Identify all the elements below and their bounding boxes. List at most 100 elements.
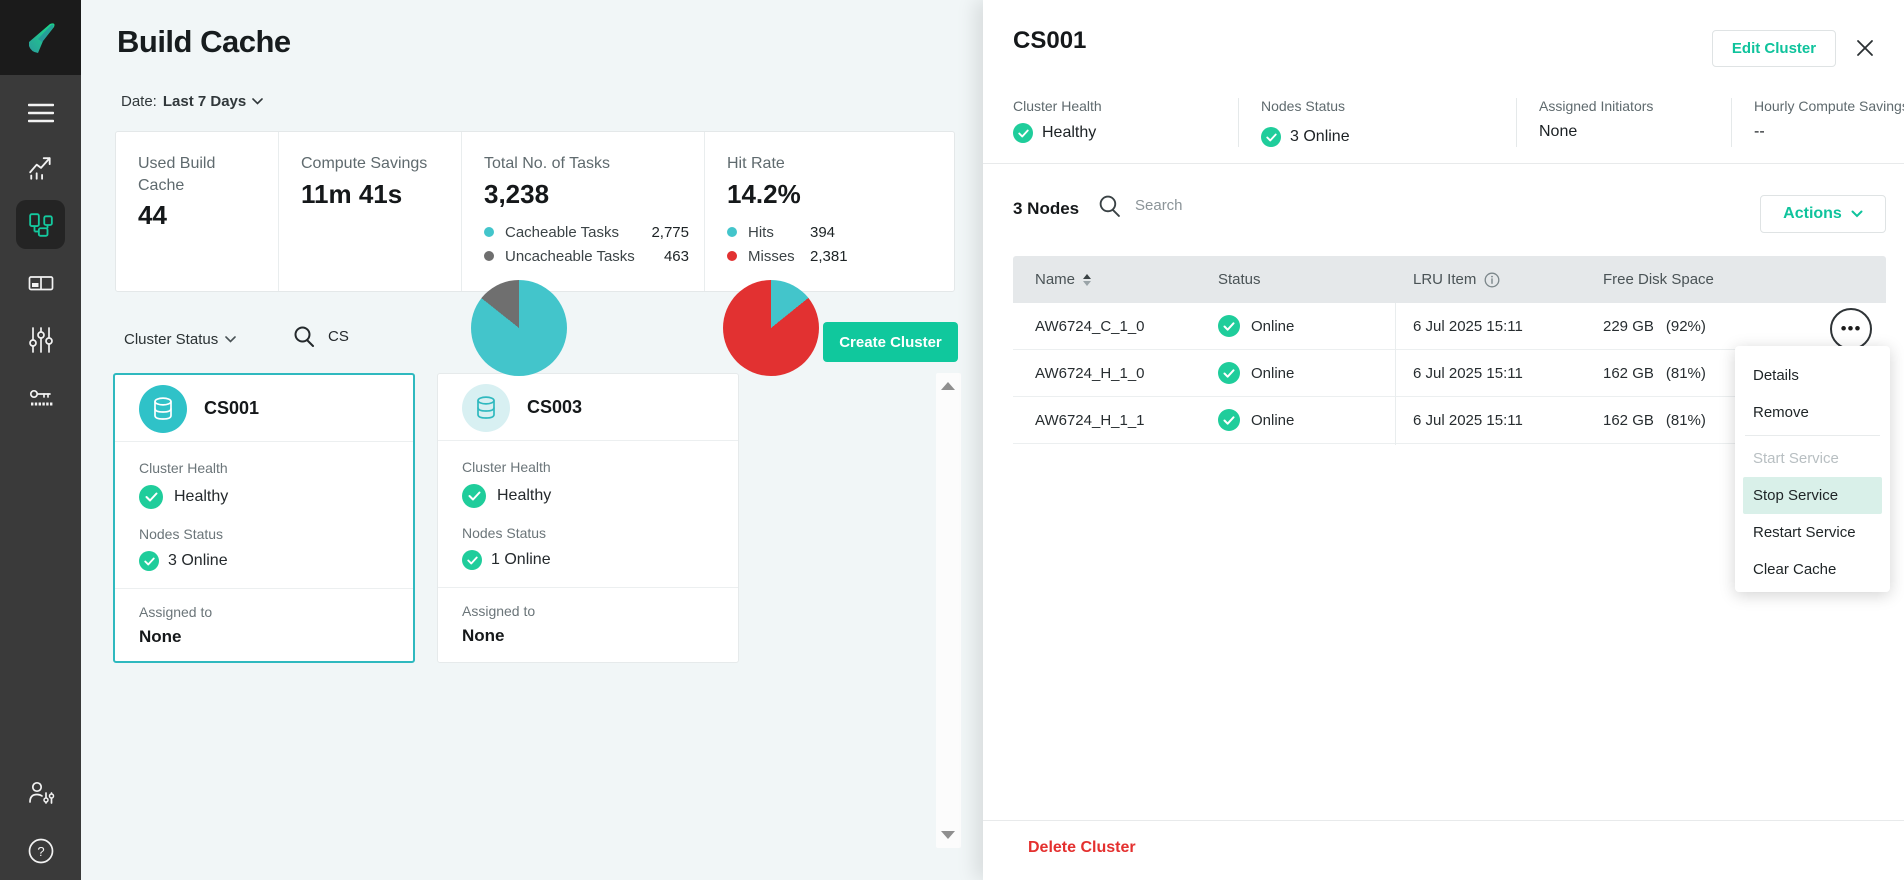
stat-total-tasks: Total No. of Tasks 3,238 Cacheable Tasks… [461, 132, 704, 291]
nodes-text: 1 Online [491, 551, 551, 568]
stat-hit-rate: Hit Rate 14.2% Hits 394 Misses 2,381 [704, 132, 954, 291]
sidebar-item-help[interactable]: ? [16, 826, 65, 875]
disk-percent: (92%) [1665, 317, 1706, 335]
menu-item-remove[interactable]: Remove [1753, 404, 1809, 421]
row-actions-button[interactable]: ••• [1830, 308, 1872, 350]
actions-button[interactable]: Actions [1760, 195, 1886, 233]
legend-name: Hits [748, 223, 774, 241]
sidebar-item-analytics[interactable] [16, 144, 65, 193]
table-row: AW6724_C_1_0 Online 6 Jul 2025 15:11 229… [1013, 303, 1886, 350]
date-filter[interactable]: Date: Last 7 Days [121, 93, 264, 110]
column-header-status: Status [1218, 271, 1413, 288]
menu-item-stop-service[interactable]: Stop Service [1743, 477, 1882, 514]
sidebar-item-keys[interactable] [16, 373, 65, 422]
disk-value: 162 GB [1603, 411, 1654, 429]
legend-value: 394 [810, 223, 836, 241]
cluster-health-label: Cluster Health [139, 460, 228, 476]
svg-text:?: ? [37, 844, 44, 859]
column-header-lru-item: LRU Item [1413, 271, 1603, 288]
disk-percent: (81%) [1665, 411, 1706, 429]
cluster-health-value: Healthy [462, 484, 714, 508]
nodes-text: 3 Online [168, 552, 228, 569]
legend-item: Uncacheable Tasks 463 [484, 248, 689, 265]
page-title: Build Cache [117, 24, 291, 59]
node-lru: 6 Jul 2025 15:11 [1413, 317, 1523, 335]
stat-label: Hit Rate [727, 155, 785, 172]
cluster-status-dropdown[interactable]: Cluster Status [124, 331, 237, 348]
check-icon [462, 484, 486, 508]
info-icon[interactable] [1484, 272, 1500, 288]
sidebar-item-build-cache[interactable] [16, 200, 65, 249]
sidebar-item-user-management[interactable] [16, 768, 65, 817]
edit-cluster-button[interactable]: Edit Cluster [1712, 30, 1836, 67]
app-logo[interactable] [0, 0, 81, 75]
menu-item-clear-cache[interactable]: Clear Cache [1753, 561, 1837, 578]
column-header-free-disk-space: Free Disk Space [1603, 271, 1803, 288]
summary-value: Healthy [1042, 124, 1097, 141]
close-panel-button[interactable] [1854, 38, 1876, 60]
sidebar-item-menu[interactable] [16, 88, 65, 137]
panel-title: CS001 [1013, 27, 1087, 54]
date-filter-value: Last 7 Days [162, 93, 247, 110]
cluster-avatar [462, 383, 510, 432]
sort-icon[interactable] [1083, 273, 1092, 286]
cluster-list-scrollbar[interactable] [936, 373, 961, 848]
stat-value: 3,238 [484, 178, 550, 209]
stat-used-build-cache: Used Build Cache 44 [116, 132, 278, 291]
legend-value: 463 [663, 247, 689, 265]
cluster-name: CS001 [204, 398, 260, 418]
nodes-table-header: Name Status LRU Item Free Disk Space [1013, 256, 1886, 303]
cluster-search [293, 325, 418, 347]
delete-cluster-button[interactable]: Delete Cluster [1028, 839, 1136, 856]
assigned-to-label: Assigned to [139, 604, 213, 620]
sidebar-item-settings[interactable] [16, 315, 65, 364]
scroll-down-icon[interactable] [941, 831, 955, 839]
nodes-search-input[interactable] [1135, 197, 1285, 214]
cluster-health-value: Healthy [139, 485, 389, 509]
summary-label: Assigned Initiators [1539, 98, 1654, 114]
divider [983, 820, 1904, 821]
summary-value: None [1539, 123, 1578, 140]
column-header-name[interactable]: Name [1035, 271, 1218, 288]
stat-label: Total No. of Tasks [484, 155, 610, 172]
cluster-card-cs003[interactable]: CS003 Cluster Health Healthy Nodes Statu… [437, 373, 739, 663]
menu-item-start-service: Start Service [1753, 450, 1839, 467]
check-icon [139, 485, 163, 509]
check-icon [1218, 315, 1240, 337]
database-icon [477, 395, 495, 419]
help-icon: ? [28, 838, 53, 863]
cluster-search-input[interactable] [328, 327, 418, 345]
hitrate-legend: Hits 394 Misses 2,381 [727, 224, 872, 265]
menu-item-restart-service[interactable]: Restart Service [1753, 524, 1856, 541]
column-label: Free Disk Space [1603, 271, 1714, 288]
check-icon [1013, 123, 1033, 143]
cluster-avatar [139, 384, 187, 433]
column-label: LRU Item [1413, 271, 1477, 288]
summary-value: -- [1754, 123, 1765, 140]
chevron-down-icon [225, 336, 237, 343]
node-lru: 6 Jul 2025 15:11 [1413, 364, 1523, 382]
check-icon [1218, 362, 1240, 384]
node-status: Online [1218, 409, 1413, 431]
summary-label: Cluster Health [1013, 98, 1102, 114]
logo-icon [28, 22, 54, 53]
create-cluster-button[interactable]: Create Cluster [823, 322, 958, 362]
nodes-search [1098, 194, 1285, 217]
chevron-down-icon [1851, 210, 1863, 218]
status-text: Online [1251, 411, 1295, 429]
scroll-up-icon[interactable] [941, 382, 955, 390]
sliders-icon [28, 326, 53, 353]
summary-hourly-compute-savings: Hourly Compute Savings -- [1731, 98, 1904, 147]
panels-icon [28, 275, 53, 290]
database-icon [154, 396, 172, 420]
sidebar-item-panels[interactable] [16, 258, 65, 307]
summary-nodes-status: Nodes Status 3 Online [1238, 98, 1516, 147]
menu-item-details[interactable]: Details [1753, 367, 1799, 384]
cluster-health-label: Cluster Health [462, 459, 551, 475]
summary-label: Hourly Compute Savings [1754, 98, 1904, 114]
nodes-status-label: Nodes Status [139, 526, 224, 542]
node-status: Online [1218, 362, 1413, 384]
search-icon [294, 326, 314, 347]
cluster-card-cs001[interactable]: CS001 Cluster Health Healthy Nodes Statu… [113, 373, 415, 663]
nodes-status-label: Nodes Status [462, 525, 547, 541]
